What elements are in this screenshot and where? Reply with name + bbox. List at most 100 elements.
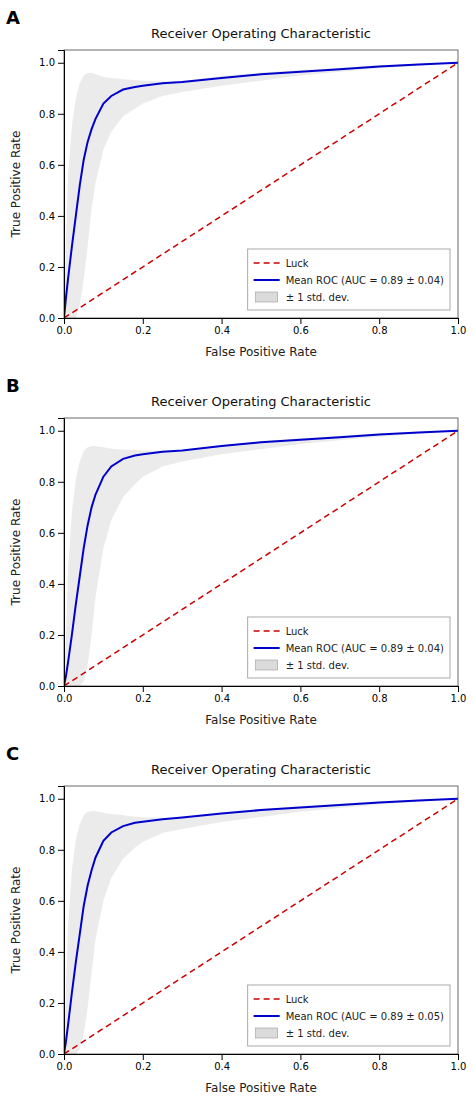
panel-label: A [6, 7, 20, 28]
y-tick: 0.8 [39, 845, 64, 856]
panel: 0.00.20.40.60.81.00.00.20.40.60.81.0Fals… [6, 375, 466, 727]
tick-mark [379, 686, 380, 692]
x-tick: 0.2 [135, 318, 151, 336]
x-axis: 0.00.20.40.60.81.0 [57, 318, 467, 336]
y-axis-title: True Positive Rate [9, 131, 23, 239]
x-tick: 1.0 [451, 1054, 467, 1072]
tick-mark [58, 1003, 64, 1004]
legend: Luck Mean ROC (AUC = 0.89 ± 0.04) ± 1 std.… [248, 249, 450, 310]
legend-label: Mean ROC (AUC = 0.89 ± 0.04) [286, 275, 444, 286]
y-tick: 0.6 [39, 528, 64, 539]
tick-mark [458, 1054, 459, 1060]
x-tick: 0.2 [135, 1054, 151, 1072]
y-tick: 0.0 [39, 313, 64, 324]
marks [64, 799, 458, 1054]
tick-label: 0.8 [39, 845, 55, 856]
roc-line [64, 431, 458, 686]
y-tick: 0.2 [39, 998, 64, 1009]
x-axis-line [65, 687, 459, 693]
x-tick: 0.4 [214, 318, 230, 336]
panel-label: B [6, 375, 20, 396]
reference-line [64, 799, 458, 1054]
tick-mark [58, 635, 64, 636]
y-tick: 0.8 [39, 109, 64, 120]
tick-label: 0.2 [39, 262, 55, 273]
tick-mark [58, 114, 64, 115]
legend-item: Mean ROC (AUC = 0.89 ± 0.04) [254, 643, 444, 654]
tick-label: 0.8 [39, 477, 55, 488]
std-band [64, 799, 458, 1054]
marks [64, 431, 458, 686]
tick-mark [58, 952, 64, 953]
y-tick: 1.0 [39, 425, 64, 436]
x-axis-line [65, 319, 459, 325]
legend-label: ± 1 std. dev. [286, 1028, 350, 1039]
panel: 0.00.20.40.60.81.00.00.20.40.60.81.0Fals… [6, 7, 466, 359]
y-axis-title: True Positive Rate [9, 499, 23, 607]
y-tick: 1.0 [39, 57, 64, 68]
legend-item: Luck [254, 626, 309, 637]
panel-label: C [6, 743, 19, 764]
tick-label: 0.2 [135, 693, 151, 704]
x-axis-line [65, 1055, 459, 1061]
x-tick: 0.8 [372, 318, 388, 336]
y-axis-line [58, 51, 65, 319]
plot-area: 0.00.20.40.60.81.00.00.20.40.60.81.0Fals… [9, 26, 466, 359]
tick-mark [58, 850, 64, 851]
tick-label: 1.0 [39, 425, 55, 436]
tick-mark [58, 431, 64, 432]
y-axis: 0.00.20.40.60.81.0 [39, 787, 64, 1060]
legend: Luck Mean ROC (AUC = 0.89 ± 0.04) ± 1 std.… [248, 617, 450, 678]
y-tick: 0.0 [39, 1049, 64, 1060]
legend-item: Luck [254, 994, 309, 1005]
roc-line [64, 63, 458, 318]
plot-area: 0.00.20.40.60.81.00.00.20.40.60.81.0Fals… [9, 762, 466, 1095]
plot-frame [64, 50, 458, 318]
tick-label: 0.0 [39, 1049, 55, 1060]
tick-label: 0.6 [39, 528, 55, 539]
x-axis: 0.00.20.40.60.81.0 [57, 686, 467, 704]
tick-label: 0.4 [39, 947, 55, 958]
y-tick: 0.0 [39, 681, 64, 692]
tick-mark [300, 686, 301, 692]
tick-label: 0.4 [214, 325, 230, 336]
tick-label: 1.0 [451, 325, 467, 336]
tick-mark [58, 533, 64, 534]
tick-mark [458, 318, 459, 324]
legend-label: ± 1 std. dev. [286, 292, 350, 303]
legend: LuckMean ROC (AUC = 0.89 ± 0.05)± 1 std.… [248, 985, 450, 1046]
y-tick: 1.0 [39, 793, 64, 804]
x-tick: 1.0 [451, 686, 467, 704]
x-axis-title: False Positive Rate [205, 1081, 317, 1095]
legend-item: Mean ROC (AUC = 0.89 ± 0.04) [254, 275, 444, 286]
tick-mark [58, 686, 64, 687]
plot-area: 0.00.20.40.60.81.00.00.20.40.60.81.0Fals… [9, 394, 466, 727]
tick-mark [58, 318, 64, 319]
tick-mark [58, 1054, 64, 1055]
y-tick: 0.2 [39, 630, 64, 641]
tick-label: 1.0 [451, 693, 467, 704]
legend-label: Luck [286, 258, 309, 269]
legend-swatch [256, 292, 278, 302]
x-axis: 0.00.20.40.60.81.0 [57, 1054, 467, 1072]
legend-label: Luck [286, 626, 309, 637]
x-tick: 0.4 [214, 686, 230, 704]
std-band [64, 63, 458, 318]
x-tick: 0.6 [293, 686, 309, 704]
x-tick: 0.2 [135, 686, 151, 704]
plot-frame [64, 418, 458, 686]
legend-box [248, 985, 450, 1046]
tick-mark [222, 686, 223, 692]
reference-line [64, 63, 458, 318]
tick-mark [222, 318, 223, 324]
chart-title: Receiver Operating Characteristic [151, 762, 371, 777]
tick-label: 0.2 [135, 325, 151, 336]
legend-item: ± 1 std. dev. [256, 292, 350, 303]
tick-label: 0.0 [57, 1061, 73, 1072]
legend-box [248, 617, 450, 678]
chart-title: Receiver Operating Characteristic [151, 26, 371, 41]
legend-swatch [254, 647, 280, 649]
x-tick: 1.0 [451, 318, 467, 336]
tick-label: 0.6 [39, 160, 55, 171]
legend-label: ± 1 std. dev. [286, 660, 350, 671]
